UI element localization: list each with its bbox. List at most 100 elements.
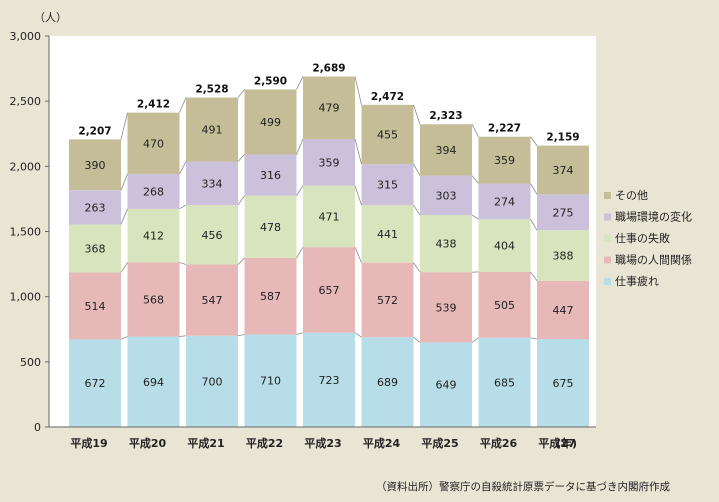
connector-line	[237, 154, 245, 162]
connector-line	[413, 163, 421, 176]
legend-label: 仕事疲れ	[615, 274, 659, 288]
segment-value-label: 689	[377, 376, 398, 389]
bar-segment	[303, 185, 355, 248]
segment-value-label: 390	[85, 159, 106, 172]
segment-value-label: 675	[553, 377, 574, 390]
connector-line	[296, 246, 304, 259]
total-value-label: 2,227	[488, 123, 521, 135]
segment-value-label: 505	[494, 299, 515, 312]
bar-segment	[303, 138, 355, 186]
connector-line	[237, 334, 245, 337]
bar-segment	[420, 124, 472, 176]
y-tick-label: 1,000	[10, 291, 42, 304]
bar-segment	[478, 136, 531, 184]
legend-label: その他	[615, 189, 648, 202]
bar-segment	[127, 336, 180, 427]
segment-value-label: 303	[436, 189, 457, 202]
segment-value-label: 710	[260, 375, 281, 388]
total-value-label: 2,472	[371, 91, 404, 103]
legend-swatch	[604, 256, 611, 264]
connector-line	[471, 175, 479, 184]
bar-segment	[244, 334, 297, 427]
bar-segment	[127, 262, 180, 337]
legend-label: 職場環境の変化	[615, 210, 692, 224]
bar-segment	[303, 247, 355, 333]
bar-segment	[537, 280, 589, 340]
segment-value-label: 649	[436, 379, 457, 392]
connector-line	[413, 262, 421, 273]
bar-segment	[303, 76, 355, 139]
segment-value-label: 685	[494, 376, 515, 389]
connector-line	[354, 185, 362, 206]
bar-segment	[186, 97, 238, 162]
segment-value-label: 263	[85, 201, 106, 214]
bar-segment	[303, 332, 355, 427]
bar-segment	[127, 173, 180, 209]
connector-line	[413, 336, 421, 343]
connector-line	[530, 271, 538, 282]
total-value-label: 2,689	[312, 63, 345, 75]
legend-swatch	[604, 213, 611, 221]
segment-value-label: 499	[260, 116, 281, 129]
connector-line	[120, 208, 128, 225]
connector-line	[296, 185, 304, 196]
bar-segment	[537, 194, 589, 231]
bar-segment	[69, 139, 121, 191]
segment-value-label: 438	[436, 238, 457, 251]
segment-value-label: 470	[143, 137, 164, 150]
segment-value-label: 587	[260, 290, 281, 303]
segment-value-label: 478	[260, 221, 281, 234]
segment-value-label: 568	[143, 294, 164, 307]
x-tick-label: 平成21	[187, 436, 224, 450]
bar-segment	[361, 164, 414, 206]
connector-line	[471, 124, 479, 137]
bar-segment	[186, 264, 238, 336]
bar-segment	[186, 161, 238, 206]
y-tick-label: 2,500	[10, 95, 42, 108]
bar-segment	[537, 230, 589, 281]
segment-value-label: 388	[553, 249, 574, 262]
segment-value-label: 479	[319, 102, 340, 115]
segment-value-label: 723	[319, 374, 340, 387]
bar-segment	[244, 154, 297, 196]
connector-line	[413, 204, 421, 216]
segment-value-label: 539	[436, 301, 457, 314]
connector-line	[530, 136, 538, 146]
segment-value-label: 514	[85, 300, 106, 313]
bar-segment	[478, 219, 531, 272]
connector-line	[179, 97, 187, 113]
bar-segment	[127, 112, 180, 174]
x-tick-label: 平成27	[538, 436, 575, 450]
y-tick-label: 0	[34, 421, 41, 434]
bar-segment	[244, 89, 297, 155]
segment-value-label: 447	[553, 304, 574, 317]
bar-segment	[478, 337, 531, 427]
connector-line	[237, 257, 245, 265]
segment-value-label: 315	[377, 179, 398, 192]
bar-segment	[420, 215, 472, 273]
segment-value-label: 334	[202, 177, 223, 190]
bar-segment	[420, 175, 472, 216]
connector-line	[354, 332, 362, 338]
segment-value-label: 359	[494, 154, 515, 167]
segment-value-label: 368	[85, 242, 106, 255]
segment-value-label: 274	[494, 195, 515, 208]
bar-segment	[420, 342, 472, 427]
bar-segment	[127, 208, 180, 263]
segment-value-label: 412	[143, 230, 164, 243]
connector-line	[471, 214, 479, 220]
legend-swatch	[604, 192, 611, 199]
bar-segment	[244, 257, 297, 335]
total-value-label: 2,412	[137, 99, 170, 111]
segment-value-label: 491	[202, 124, 223, 137]
source-note: （資料出所）警察庁の自殺統計原票データに基づき内閣府作成	[376, 480, 670, 493]
connector-line	[530, 337, 538, 340]
segment-value-label: 657	[319, 284, 340, 297]
connector-line	[296, 138, 304, 155]
segment-value-label: 672	[85, 377, 106, 390]
bar-segment	[186, 335, 238, 427]
connector-line	[120, 173, 128, 191]
connector-line	[120, 336, 128, 340]
bar-segment	[361, 337, 414, 427]
